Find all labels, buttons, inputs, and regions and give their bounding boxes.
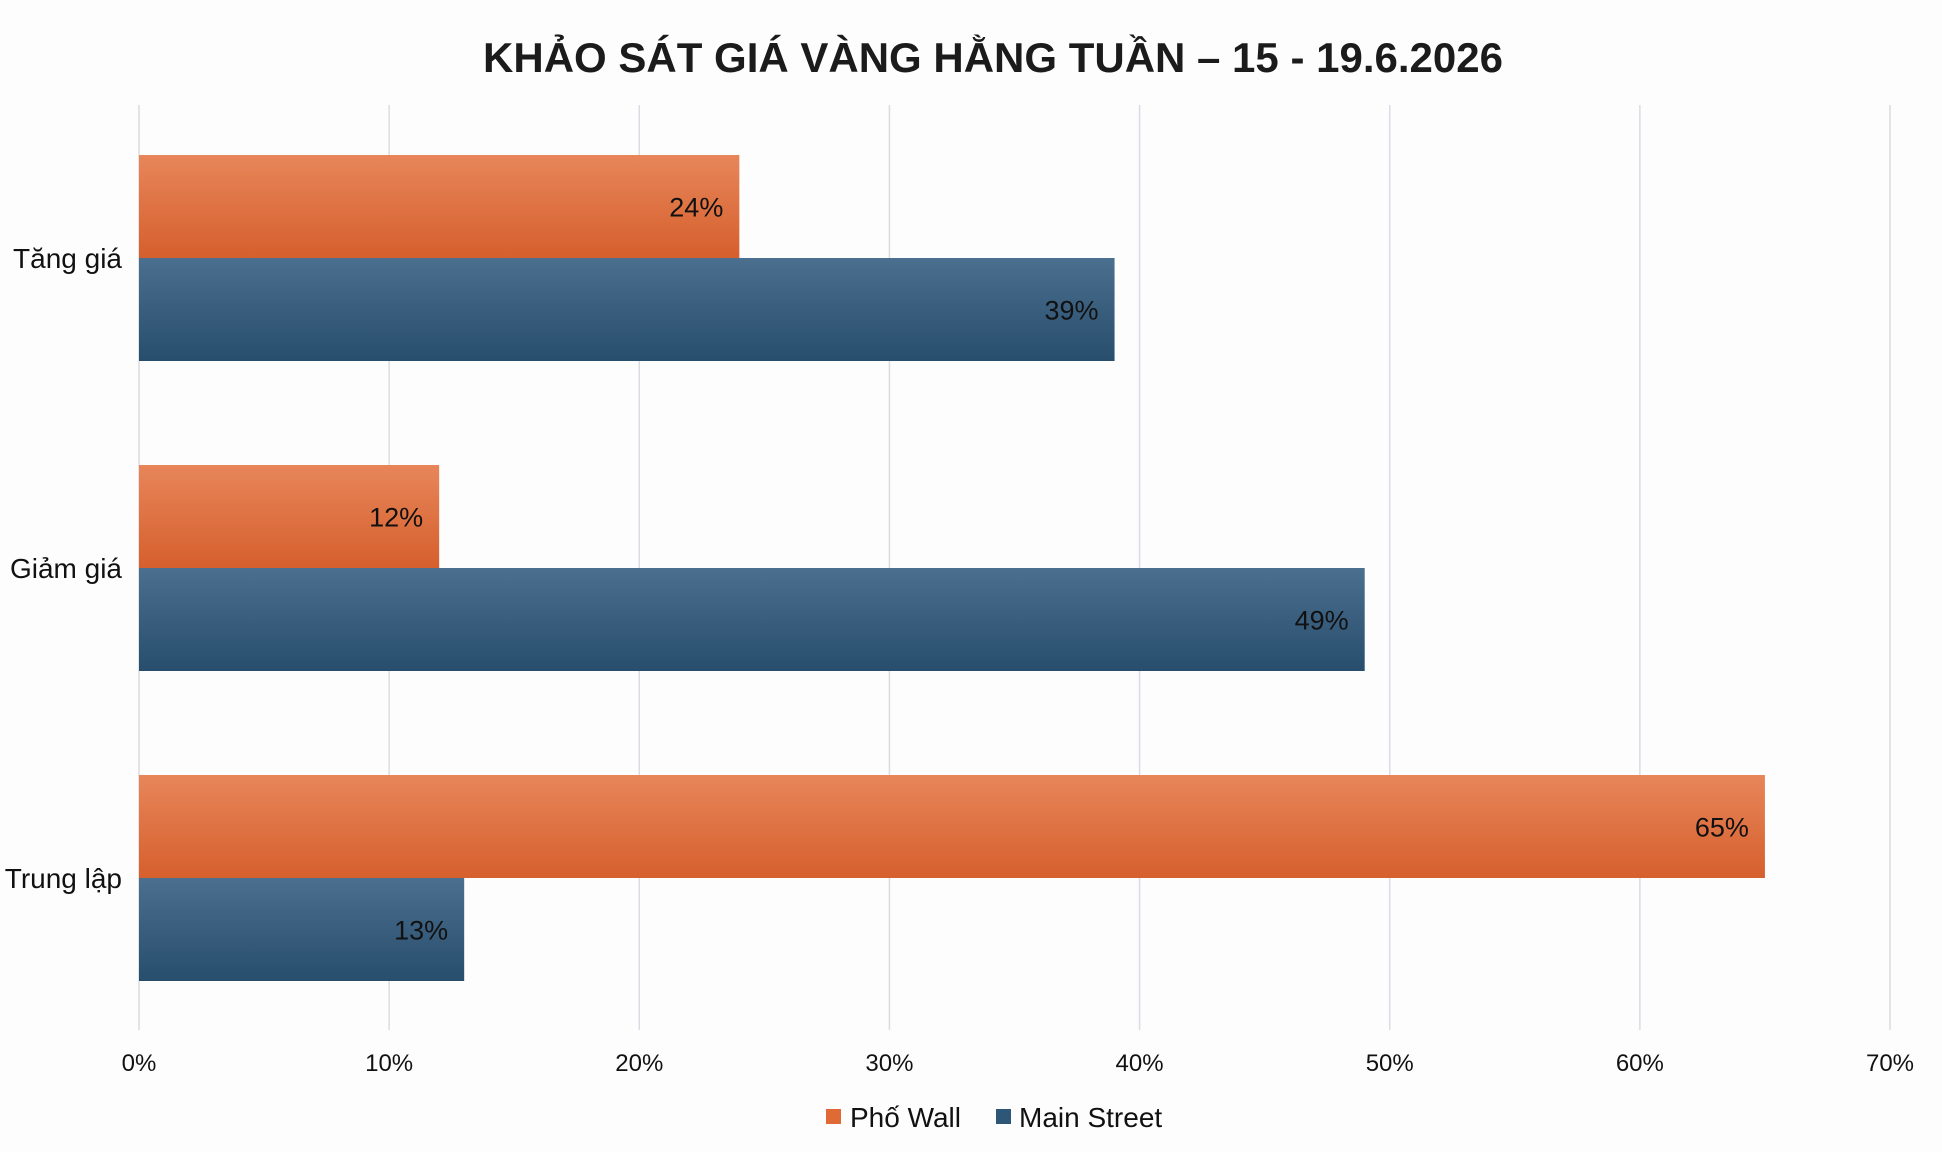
category-label: Tăng giá: [13, 243, 122, 274]
x-tick-label: 20%: [615, 1050, 663, 1077]
x-axis-tick-labels: 0% 10% 20% 30% 40% 50% 60% 70%: [122, 1050, 1914, 1077]
legend: Phố Wall Main Street: [826, 1102, 1162, 1133]
x-tick-label: 70%: [1866, 1050, 1914, 1077]
category-labels: Tăng giá Giảm giá Trung lập: [5, 243, 123, 894]
x-tick-label: 60%: [1616, 1050, 1664, 1077]
bar-main-street: [139, 568, 1365, 671]
x-tick-label: 50%: [1366, 1050, 1414, 1077]
legend-swatch: [996, 1109, 1011, 1124]
data-label: 24%: [669, 193, 723, 223]
data-label: 65%: [1695, 813, 1749, 843]
legend-swatch: [826, 1109, 841, 1124]
chart-title: KHẢO SÁT GIÁ VÀNG HẰNG TUẦN – 15 - 19.6.…: [483, 33, 1503, 81]
x-tick-label: 10%: [365, 1050, 413, 1077]
legend-label: Phố Wall: [850, 1102, 961, 1133]
data-label: 13%: [394, 916, 448, 946]
data-label: 12%: [369, 503, 423, 533]
x-tick-label: 0%: [122, 1050, 157, 1077]
bar-pho-wall: [139, 465, 440, 568]
bars: [139, 155, 1765, 981]
bar-main-street: [139, 878, 465, 981]
legend-label: Main Street: [1019, 1102, 1162, 1133]
category-label: Giảm giá: [10, 553, 122, 584]
bar-main-street: [139, 258, 1115, 361]
category-label: Trung lập: [5, 863, 122, 894]
data-label: 49%: [1295, 606, 1349, 636]
x-tick-label: 40%: [1116, 1050, 1164, 1077]
data-label: 39%: [1045, 296, 1099, 326]
data-labels: 24% 39% 12% 49% 65% 13%: [369, 193, 1749, 946]
x-tick-label: 30%: [865, 1050, 913, 1077]
bar-pho-wall: [139, 155, 740, 258]
bar-pho-wall: [139, 775, 1765, 878]
